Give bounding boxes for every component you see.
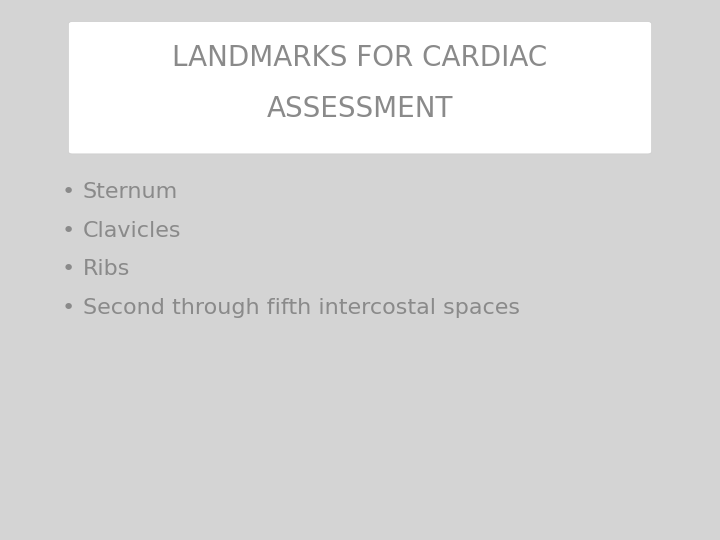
- Text: LANDMARKS FOR CARDIAC: LANDMARKS FOR CARDIAC: [172, 44, 548, 72]
- Text: •: •: [62, 220, 75, 241]
- Text: Ribs: Ribs: [83, 259, 130, 280]
- Text: •: •: [62, 181, 75, 202]
- Text: •: •: [62, 259, 75, 280]
- Text: Clavicles: Clavicles: [83, 220, 181, 241]
- Text: •: •: [62, 298, 75, 319]
- FancyBboxPatch shape: [68, 22, 652, 154]
- Text: ASSESSMENT: ASSESSMENT: [267, 96, 453, 123]
- Text: Second through fifth intercostal spaces: Second through fifth intercostal spaces: [83, 298, 520, 319]
- Text: Sternum: Sternum: [83, 181, 178, 202]
